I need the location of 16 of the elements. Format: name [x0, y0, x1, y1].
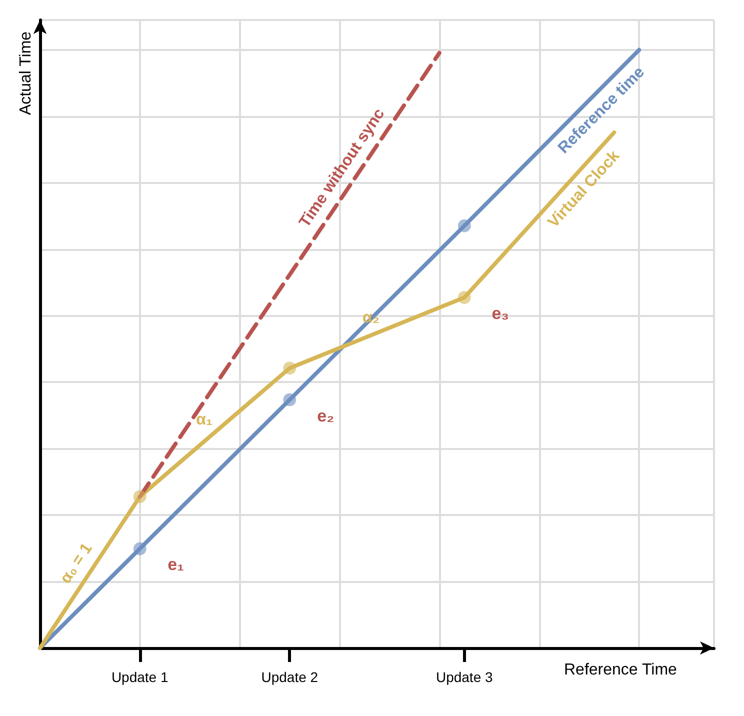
x-axis-title: Reference Time — [564, 662, 678, 678]
point — [458, 291, 471, 304]
x-tick-label: Update 3 — [436, 669, 493, 685]
point — [133, 542, 146, 556]
annotation: e₁ — [168, 555, 184, 574]
y-axis-title: Actual Time — [18, 31, 34, 115]
annotation: α₀ = 1 — [57, 540, 96, 587]
annotation: e₃ — [492, 304, 510, 324]
point — [283, 393, 296, 406]
annotation: e₂ — [317, 406, 334, 426]
x-tick-label: Update 2 — [261, 669, 318, 685]
x-tick-label: Update 1 — [111, 669, 168, 685]
point — [133, 490, 146, 504]
point — [283, 362, 296, 375]
annotation: α₁ — [196, 412, 213, 429]
point — [458, 219, 471, 232]
